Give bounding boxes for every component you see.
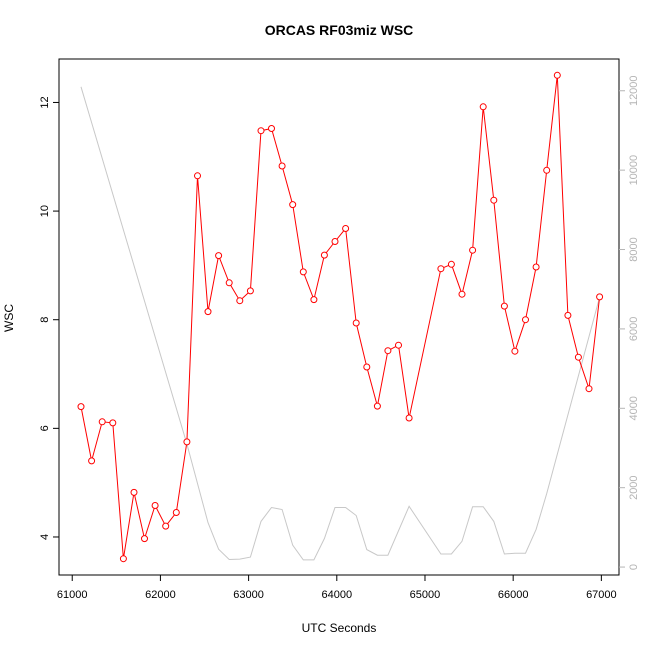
y-tick-label: 12 [39, 96, 51, 108]
data-point [183, 438, 191, 446]
data-point [363, 363, 371, 371]
y-tick-label: 4 [39, 534, 51, 540]
y2-tick-label: 6000 [628, 317, 640, 341]
data-point [331, 238, 339, 245]
data-point [384, 347, 392, 355]
data-point [479, 103, 487, 111]
y2-tick-label: 10000 [628, 155, 640, 186]
x-tick-label: 61000 [57, 589, 88, 601]
series-secondary [80, 86, 601, 561]
y2-tick-label: 4000 [628, 396, 640, 420]
data-point [490, 196, 498, 204]
x-tick-label: 65000 [410, 589, 441, 601]
x-tick-label: 64000 [321, 589, 352, 601]
data-point [564, 311, 572, 319]
data-point [447, 260, 455, 268]
plot-area-frame [58, 58, 620, 576]
data-point [98, 418, 106, 426]
data-point [373, 402, 381, 410]
y2-tick-label: 12000 [628, 75, 640, 106]
data-point [437, 265, 445, 273]
data-point [172, 509, 180, 516]
data-point [246, 287, 254, 295]
data-point [299, 268, 307, 276]
data-point [469, 246, 477, 254]
y-axis-label: WSC [2, 304, 16, 332]
y2-tick-label: 0 [628, 564, 640, 570]
data-point [574, 353, 582, 361]
data-point [236, 297, 244, 305]
data-point [532, 263, 540, 271]
y-tick-label: 10 [39, 205, 51, 217]
data-point [151, 502, 159, 509]
x-axis: 61000 62000 63000 64000 65000 66000 67000 [57, 575, 617, 601]
data-point [320, 251, 328, 259]
y-tick-label: 8 [39, 317, 51, 323]
data-point [88, 457, 96, 465]
data-point [119, 555, 127, 563]
y-axis: 4 6 8 10 12 [39, 96, 59, 540]
data-point [225, 279, 233, 287]
data-point [500, 302, 508, 310]
series-primary-line [80, 75, 601, 559]
data-point [543, 166, 551, 174]
series-primary [77, 71, 604, 563]
x-tick-label: 66000 [498, 589, 529, 601]
data-point [395, 341, 402, 349]
data-point [109, 419, 117, 427]
chart-title: ORCAS RF03miz WSC [265, 22, 414, 38]
data-point [162, 522, 170, 530]
data-point [257, 127, 265, 135]
data-point [215, 252, 223, 260]
data-point [268, 125, 275, 132]
x-tick-label: 63000 [233, 589, 264, 601]
data-point [194, 172, 201, 180]
y2-tick-label: 8000 [628, 237, 640, 261]
data-point [310, 296, 318, 304]
data-point [511, 347, 519, 355]
y-tick-label: 6 [39, 425, 51, 431]
data-point [204, 308, 212, 316]
y2-tick-label: 2000 [628, 475, 640, 499]
series-secondary-line [80, 86, 601, 561]
data-point [405, 414, 413, 422]
x-tick-label: 67000 [586, 589, 617, 601]
data-point [522, 316, 529, 324]
x-tick-label: 62000 [145, 589, 176, 601]
data-point [596, 293, 604, 301]
data-point [141, 535, 148, 543]
data-point [352, 319, 360, 327]
data-point [278, 162, 286, 170]
data-point [130, 488, 138, 496]
data-point [77, 403, 85, 411]
x-axis-label: UTC Seconds [302, 621, 377, 635]
right-axis: 0 2000 4000 6000 8000 10000 12000 [619, 75, 640, 570]
data-point [553, 71, 561, 79]
data-point [458, 290, 466, 298]
data-point [342, 225, 350, 232]
data-point [585, 385, 593, 393]
data-point [289, 201, 297, 209]
